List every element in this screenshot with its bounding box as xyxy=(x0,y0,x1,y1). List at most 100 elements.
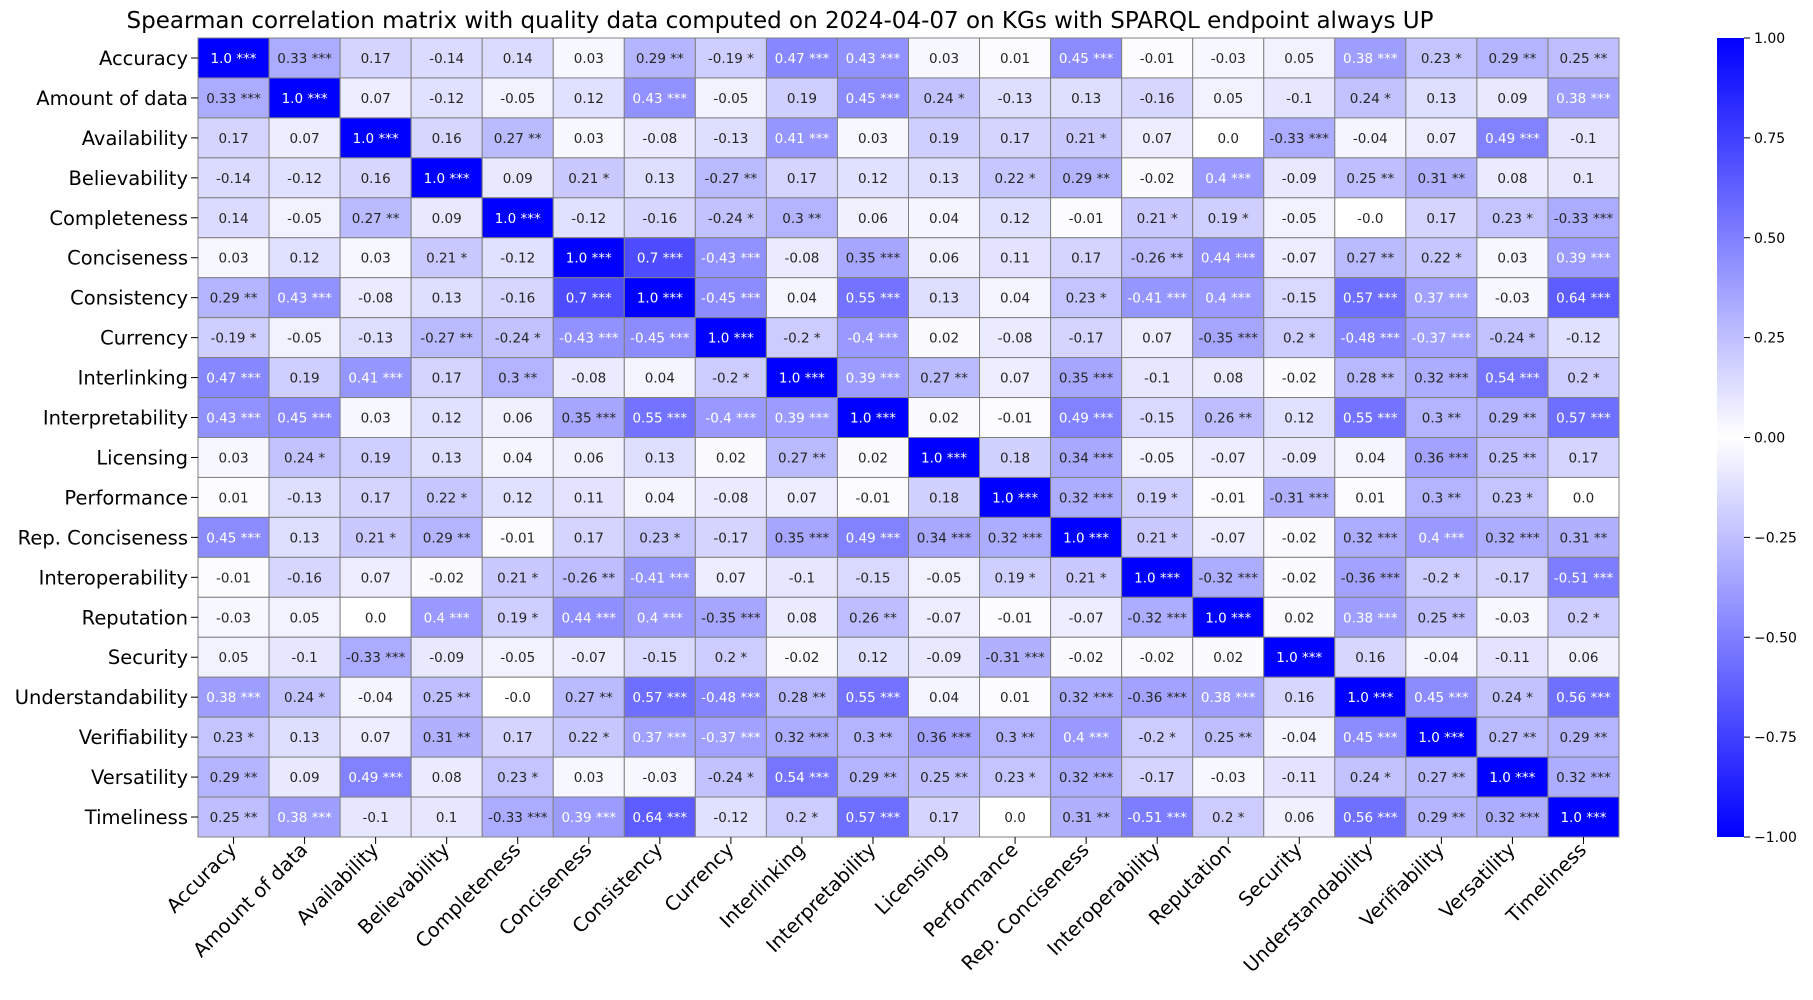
cell-label: -0.2 * xyxy=(1423,570,1461,586)
heatmap-cell xyxy=(765,716,838,758)
cell-label: 0.47 *** xyxy=(206,371,261,387)
y-tick-label: Versatility xyxy=(91,766,188,789)
cell-label: 0.06 xyxy=(929,251,959,267)
heatmap-cell xyxy=(481,636,554,678)
cell-label: 0.01 xyxy=(1000,690,1030,706)
heatmap-cell xyxy=(694,676,767,718)
cell-label: 0.26 ** xyxy=(849,610,897,626)
heatmap-cell xyxy=(1121,197,1194,239)
cell-label: 0.08 xyxy=(787,610,817,626)
heatmap-cell xyxy=(1547,317,1620,359)
cell-label: -0.04 xyxy=(358,690,393,706)
heatmap-cell xyxy=(908,77,981,119)
cell-label: -0.07 xyxy=(571,650,606,666)
cell-label: -0.35 *** xyxy=(701,610,761,626)
cell-label: 0.08 xyxy=(1213,371,1243,387)
cell-label: -0.02 xyxy=(1069,650,1104,666)
cell-label: -0.05 xyxy=(1282,211,1317,227)
cell-label: 0.44 *** xyxy=(1201,251,1256,267)
heatmap-cell xyxy=(1405,476,1478,518)
y-tick-label: Completeness xyxy=(49,207,188,230)
heatmap-cell xyxy=(1334,796,1407,838)
cell-label: 0.11 xyxy=(574,490,604,506)
cell-label: 0.19 * xyxy=(497,610,538,626)
cell-label: 0.17 xyxy=(1568,450,1598,466)
cell-label: 0.31 ** xyxy=(1062,810,1110,826)
cell-label: 0.29 ** xyxy=(849,770,897,786)
heatmap-cell xyxy=(481,476,554,518)
cell-label: 0.1 xyxy=(1573,171,1594,187)
cell-label: 0.13 xyxy=(1426,91,1456,107)
heatmap-cell xyxy=(1547,397,1620,438)
cell-label: 0.23 * xyxy=(639,530,680,546)
cell-label: 0.13 xyxy=(645,450,675,466)
cell-label: -0.12 xyxy=(429,91,464,107)
cell-label: 0.06 xyxy=(574,450,604,466)
cell-label: 1.0 *** xyxy=(708,331,754,347)
cell-label: 0.31 ** xyxy=(423,730,471,746)
heatmap-cell xyxy=(979,476,1052,518)
cell-label: 0.04 xyxy=(645,490,675,506)
cell-label: 1.0 *** xyxy=(353,131,399,147)
cell-label: 0.03 xyxy=(929,51,959,67)
heatmap-cell xyxy=(623,117,696,159)
cell-label: 0.02 xyxy=(929,331,959,347)
cell-label: 0.06 xyxy=(858,211,888,227)
cell-label: -0.02 xyxy=(1282,570,1317,586)
cell-label: -0.26 ** xyxy=(1131,251,1184,267)
cell-label: 0.07 xyxy=(1142,131,1172,147)
cell-label: 0.07 xyxy=(787,490,817,506)
heatmap-cell xyxy=(979,756,1052,798)
heatmap-cell xyxy=(1263,237,1336,279)
cell-label: -0.1 xyxy=(291,650,317,666)
heatmap-cell xyxy=(1192,397,1265,438)
cell-label: -0.48 *** xyxy=(1341,331,1401,347)
heatmap-cell xyxy=(1405,437,1478,478)
cell-label: -0.24 * xyxy=(708,211,754,227)
cell-label: 0.3 ** xyxy=(498,371,538,387)
cell-label: 0.2 * xyxy=(1212,810,1245,826)
heatmap-cell xyxy=(765,397,838,438)
cell-label: -0.03 xyxy=(642,770,677,786)
cell-label: 1.0 *** xyxy=(637,291,683,307)
cell-label: -0.12 xyxy=(500,251,535,267)
cell-label: -0.01 xyxy=(998,610,1033,626)
heatmap-cell xyxy=(1192,237,1265,279)
heatmap-cell xyxy=(197,237,270,279)
heatmap-cell xyxy=(908,636,981,678)
cell-label: 0.27 ** xyxy=(1346,251,1394,267)
heatmap-cell xyxy=(481,516,554,558)
cell-label: 0.08 xyxy=(1497,171,1527,187)
cell-label: 0.4 *** xyxy=(424,610,470,626)
heatmap-cell xyxy=(623,716,696,758)
colorbar-tick-label: −0.25 xyxy=(1754,530,1797,546)
heatmap-cell xyxy=(979,516,1052,558)
heatmap-cell xyxy=(623,437,696,478)
cell-label: 0.19 xyxy=(929,131,959,147)
cell-label: 0.07 xyxy=(361,730,391,746)
heatmap-cell xyxy=(1547,476,1620,518)
cell-label: 0.04 xyxy=(1000,291,1030,307)
heatmap-cell xyxy=(1547,37,1620,79)
cell-label: -0.4 *** xyxy=(705,411,756,427)
heatmap-cell xyxy=(1476,237,1549,279)
cell-label: -0.33 *** xyxy=(1270,131,1330,147)
cell-label: 0.21 * xyxy=(568,171,609,187)
cell-label: 0.38 *** xyxy=(277,810,332,826)
heatmap-cell xyxy=(1192,676,1265,718)
cell-label: 0.39 *** xyxy=(1556,251,1611,267)
heatmap-cell xyxy=(268,796,341,838)
cell-label: 1.0 *** xyxy=(211,51,257,67)
heatmap-cell xyxy=(1405,317,1478,359)
heatmap-cell xyxy=(481,716,554,758)
cell-label: 0.27 ** xyxy=(352,211,400,227)
cell-label: 0.57 *** xyxy=(1556,411,1611,427)
heatmap-cell xyxy=(268,277,341,319)
heatmap-cell xyxy=(1192,77,1265,119)
heatmap-cell xyxy=(1050,516,1123,558)
heatmap-cell xyxy=(1476,556,1549,598)
heatmap-cell xyxy=(481,117,554,159)
heatmap-cell xyxy=(339,397,412,438)
cell-label: 0.06 xyxy=(1568,650,1598,666)
cell-label: -0.1 xyxy=(1144,371,1170,387)
